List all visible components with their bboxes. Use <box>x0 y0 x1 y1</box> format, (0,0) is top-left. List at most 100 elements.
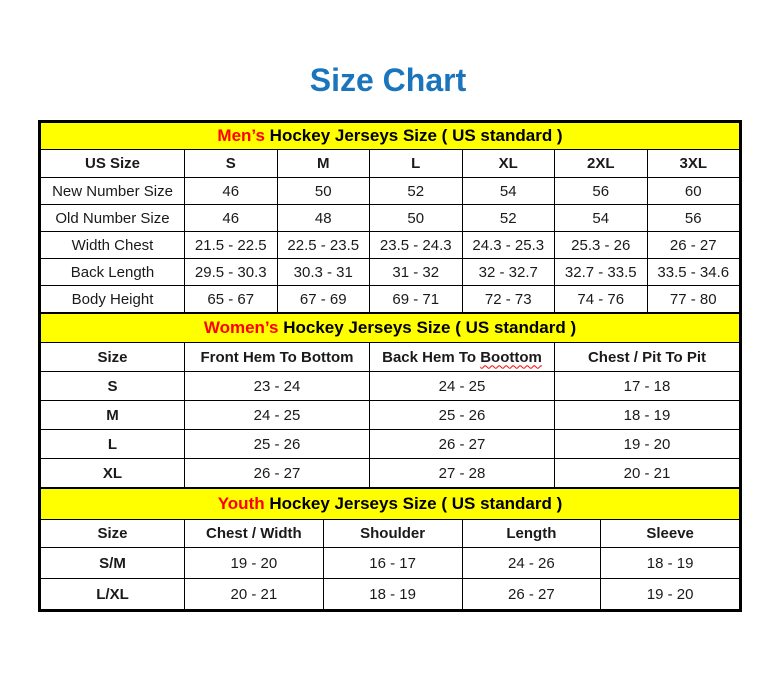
column-header: Back Hem To Boottom <box>369 342 555 372</box>
row-label: Body Height <box>40 285 185 313</box>
size-value-cell: 24 - 25 <box>184 400 370 430</box>
size-value-cell: 29.5 - 30.3 <box>184 258 278 286</box>
column-header: Front Hem To Bottom <box>184 342 370 372</box>
size-value-cell: 18 - 19 <box>600 547 740 579</box>
mens-heading-accent: Men’s <box>217 126 265 145</box>
size-value-cell: 54 <box>554 204 648 232</box>
size-value-cell: 52 <box>461 204 555 232</box>
size-value-cell: 25 - 26 <box>184 429 370 459</box>
size-value-cell: 20 - 21 <box>184 578 324 610</box>
size-value-cell: 67 - 69 <box>276 285 370 313</box>
size-value-cell: 33.5 - 34.6 <box>646 258 740 286</box>
mens-size-table: Men’s Hockey Jerseys Size ( US standard … <box>40 122 740 313</box>
size-value-cell: 52 <box>369 177 463 205</box>
back-hem-label: Back Hem To <box>382 348 481 366</box>
mens-heading-rest: Hockey Jerseys Size ( US standard ) <box>264 126 563 145</box>
womens-size-table: Women’s Hockey Jerseys Size ( US standar… <box>40 313 740 488</box>
back-hem-misspelled-word: Boottom <box>480 348 542 366</box>
size-value-cell: 17 - 18 <box>554 371 740 401</box>
size-value-cell: 30.3 - 31 <box>276 258 370 286</box>
size-value-cell: 18 - 19 <box>322 578 463 610</box>
column-header: S <box>184 149 278 178</box>
row-label: Back Length <box>40 258 185 286</box>
youth-section-header: Youth Hockey Jerseys Size ( US standard … <box>40 488 740 520</box>
column-header: Sleeve <box>600 519 740 548</box>
size-value-cell: 19 - 20 <box>600 578 740 610</box>
size-value-cell: 22.5 - 23.5 <box>276 231 370 259</box>
table-row: XL 26 - 27 27 - 28 20 - 21 <box>40 458 740 488</box>
size-value-cell: 65 - 67 <box>184 285 278 313</box>
size-value-cell: 26 - 27 <box>184 458 370 488</box>
row-label: L/XL <box>40 578 185 610</box>
column-header: Length <box>461 519 602 548</box>
table-row: Back Length 29.5 - 30.3 30.3 - 31 31 - 3… <box>40 258 740 286</box>
row-label: S <box>40 371 185 401</box>
table-row: L/XL 20 - 21 18 - 19 26 - 27 19 - 20 <box>40 578 740 610</box>
table-row: Body Height 65 - 67 67 - 69 69 - 71 72 -… <box>40 285 740 313</box>
table-row: Old Number Size 46 48 50 52 54 56 <box>40 204 740 232</box>
size-value-cell: 46 <box>184 204 278 232</box>
size-value-cell: 72 - 73 <box>461 285 555 313</box>
column-header: Chest / Width <box>184 519 324 548</box>
youth-header-row: Size Chest / Width Shoulder Length Sleev… <box>40 519 740 548</box>
column-header: US Size <box>40 149 185 178</box>
table-row: M 24 - 25 25 - 26 18 - 19 <box>40 400 740 430</box>
size-value-cell: 25.3 - 26 <box>554 231 648 259</box>
size-value-cell: 32 - 32.7 <box>461 258 555 286</box>
size-value-cell: 24 - 26 <box>461 547 602 579</box>
size-value-cell: 50 <box>369 204 463 232</box>
youth-size-table: Youth Hockey Jerseys Size ( US standard … <box>40 488 740 610</box>
size-value-cell: 21.5 - 22.5 <box>184 231 278 259</box>
column-header: 3XL <box>646 149 740 178</box>
column-header: XL <box>461 149 555 178</box>
row-label: XL <box>40 458 185 488</box>
size-value-cell: 24.3 - 25.3 <box>461 231 555 259</box>
size-value-cell: 54 <box>461 177 555 205</box>
row-label: L <box>40 429 185 459</box>
mens-section-header: Men’s Hockey Jerseys Size ( US standard … <box>40 122 740 150</box>
size-value-cell: 46 <box>184 177 278 205</box>
size-value-cell: 50 <box>276 177 370 205</box>
size-value-cell: 23.5 - 24.3 <box>369 231 463 259</box>
youth-section-heading: Youth Hockey Jerseys Size ( US standard … <box>40 488 740 520</box>
mens-header-row: US Size S M L XL 2XL 3XL <box>40 149 740 178</box>
size-value-cell: 27 - 28 <box>369 458 555 488</box>
size-value-cell: 60 <box>646 177 740 205</box>
table-row: S/M 19 - 20 16 - 17 24 - 26 18 - 19 <box>40 547 740 579</box>
womens-header-row: Size Front Hem To Bottom Back Hem To Boo… <box>40 342 740 372</box>
column-header: Size <box>40 519 185 548</box>
size-value-cell: 19 - 20 <box>554 429 740 459</box>
size-value-cell: 16 - 17 <box>322 547 463 579</box>
size-value-cell: 56 <box>646 204 740 232</box>
size-value-cell: 26 - 27 <box>369 429 555 459</box>
row-label: Width Chest <box>40 231 185 259</box>
size-value-cell: 48 <box>276 204 370 232</box>
table-row: L 25 - 26 26 - 27 19 - 20 <box>40 429 740 459</box>
row-label: Old Number Size <box>40 204 185 232</box>
page-title: Size Chart <box>309 62 467 98</box>
size-value-cell: 31 - 32 <box>369 258 463 286</box>
table-row: New Number Size 46 50 52 54 56 60 <box>40 177 740 205</box>
size-value-cell: 18 - 19 <box>554 400 740 430</box>
row-label: M <box>40 400 185 430</box>
size-value-cell: 23 - 24 <box>184 371 370 401</box>
row-label: S/M <box>40 547 185 579</box>
size-value-cell: 26 - 27 <box>461 578 602 610</box>
size-value-cell: 56 <box>554 177 648 205</box>
size-value-cell: 20 - 21 <box>554 458 740 488</box>
womens-heading-accent: Women’s <box>203 318 279 337</box>
size-value-cell: 26 - 27 <box>646 231 740 259</box>
table-row: Width Chest 21.5 - 22.5 22.5 - 23.5 23.5… <box>40 231 740 259</box>
column-header: M <box>276 149 370 178</box>
size-chart-tables: Men’s Hockey Jerseys Size ( US standard … <box>38 120 742 612</box>
table-row: S 23 - 24 24 - 25 17 - 18 <box>40 371 740 401</box>
youth-heading-accent: Youth <box>217 494 265 513</box>
column-header: Size <box>40 342 185 372</box>
column-header: Shoulder <box>322 519 463 548</box>
size-value-cell: 74 - 76 <box>554 285 648 313</box>
size-value-cell: 25 - 26 <box>369 400 555 430</box>
youth-heading-rest: Hockey Jerseys Size ( US standard ) <box>264 494 563 513</box>
size-value-cell: 32.7 - 33.5 <box>554 258 648 286</box>
mens-section-heading: Men’s Hockey Jerseys Size ( US standard … <box>40 122 740 150</box>
